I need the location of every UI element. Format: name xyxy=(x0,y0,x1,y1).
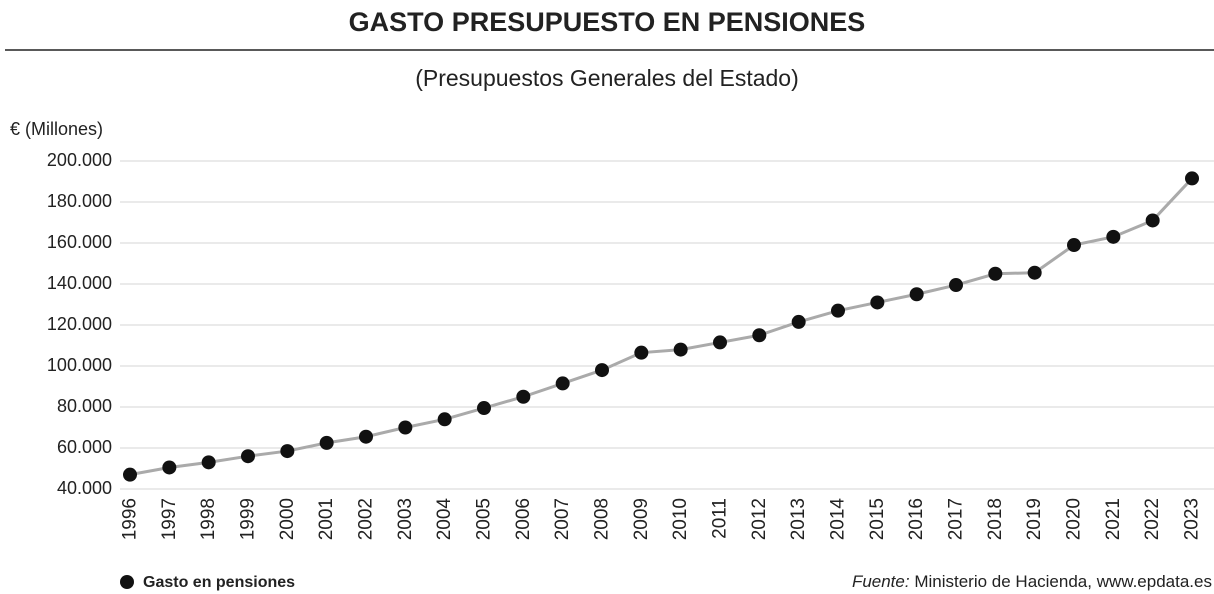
marker xyxy=(949,278,963,293)
marker xyxy=(398,420,413,435)
marker xyxy=(516,389,531,404)
marker xyxy=(752,328,767,343)
x-tick-label: 2020 xyxy=(1064,498,1085,540)
marker xyxy=(201,455,216,470)
x-tick-label: 2002 xyxy=(356,498,377,540)
marker xyxy=(595,363,609,378)
x-tick-label: 2016 xyxy=(906,498,927,540)
x-tick-label: 2012 xyxy=(749,498,770,540)
x-tick-label: 2004 xyxy=(434,498,455,541)
marker xyxy=(1027,265,1042,280)
marker xyxy=(673,342,688,357)
chart-title: GASTO PRESUPUESTO EN PENSIONES xyxy=(349,7,866,37)
x-tick-label: 2007 xyxy=(552,498,573,540)
marker xyxy=(241,449,255,464)
line xyxy=(129,177,1194,477)
x-tick-label: 2021 xyxy=(1103,498,1124,540)
x-tick-label: 2013 xyxy=(788,498,809,540)
marker xyxy=(359,429,373,444)
y-tick-label: 160.000 xyxy=(47,232,112,252)
x-tick-label: 1999 xyxy=(238,498,259,540)
marker xyxy=(555,376,570,391)
x-tick-label: 2023 xyxy=(1182,498,1203,540)
x-tick-label: 2001 xyxy=(316,498,337,540)
y-tick-label: 140.000 xyxy=(47,273,112,293)
marker xyxy=(437,412,452,427)
y-tick-label: 80.000 xyxy=(57,396,112,416)
x-tick-label: 2015 xyxy=(867,498,888,540)
marker xyxy=(477,401,491,416)
x-tick-label: 2003 xyxy=(395,498,416,540)
source-text: Ministerio de Hacienda, www.epdata.es xyxy=(914,572,1212,591)
marker xyxy=(1145,213,1160,228)
marker xyxy=(123,467,137,482)
x-tick-label: 2000 xyxy=(277,498,298,540)
x-tick-label: 2010 xyxy=(670,498,691,540)
x-tick-label: 2019 xyxy=(1024,498,1045,540)
legend-marker xyxy=(120,575,134,589)
y-tick-label: 60.000 xyxy=(57,437,112,457)
x-tick-label: 2009 xyxy=(631,498,652,540)
x-tick-label: 2006 xyxy=(513,498,534,540)
marker xyxy=(634,345,649,360)
marker xyxy=(280,444,295,459)
x-tick-label: 2014 xyxy=(828,498,849,541)
y-tick-label: 200.000 xyxy=(47,150,112,170)
x-tick-label: 1997 xyxy=(159,498,180,540)
x-tick-label: 1996 xyxy=(120,498,141,540)
legend-label: Gasto en pensiones xyxy=(143,574,295,591)
x-tick-label: 2011 xyxy=(710,498,731,539)
chart-subtitle: (Presupuestos Generales del Estado) xyxy=(415,65,799,91)
marker xyxy=(319,435,334,450)
marker xyxy=(988,266,1003,281)
x-tick-label: 1998 xyxy=(198,498,219,540)
y-tick-label: 180.000 xyxy=(47,191,112,211)
y-tick-label: 120.000 xyxy=(47,314,112,334)
marker xyxy=(791,314,806,329)
marker xyxy=(831,303,845,318)
x-tick-label: 2017 xyxy=(946,498,967,540)
y-tick-label: 100.000 xyxy=(47,355,112,375)
source: Fuente: Ministerio de Hacienda, www.epda… xyxy=(852,572,1212,591)
marker xyxy=(162,460,177,475)
marker xyxy=(1067,238,1081,253)
marker xyxy=(1185,171,1199,186)
x-tick-label: 2005 xyxy=(474,498,495,540)
x-tick-label: 2022 xyxy=(1142,498,1163,540)
y-axis-label: € (Millones) xyxy=(10,119,103,139)
marker xyxy=(909,287,924,302)
marker xyxy=(870,295,885,310)
x-tick-label: 2008 xyxy=(592,498,613,540)
marker xyxy=(1106,229,1121,244)
x-tick-label: 2018 xyxy=(985,498,1006,540)
y-tick-label: 40.000 xyxy=(57,478,112,498)
source-label: Fuente: xyxy=(852,572,910,591)
marker xyxy=(713,335,727,350)
